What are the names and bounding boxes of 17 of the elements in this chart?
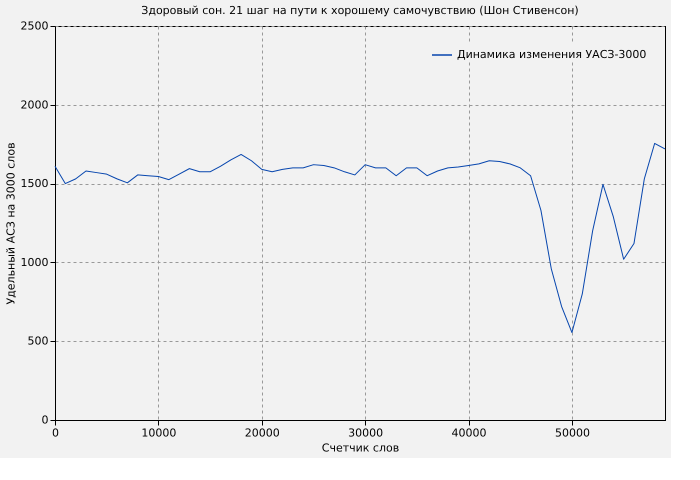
y-tick-label: 1500 <box>20 177 48 190</box>
line-series <box>54 142 666 334</box>
legend-label: Динамика изменения УАСЗ-3000 <box>457 48 646 61</box>
y-tick-label: 0 <box>42 414 48 426</box>
x-tick-label: 40000 <box>452 426 487 440</box>
y-tick-label: 1000 <box>20 256 48 269</box>
y-tick-label: 2000 <box>20 98 48 112</box>
x-tick-label: 0 <box>52 426 59 440</box>
y-tick-label: 500 <box>28 334 48 348</box>
y-tick-label: 2500 <box>20 20 48 32</box>
x-tick-label: 50000 <box>554 426 590 440</box>
x-axis-title: Счетчик слов <box>322 442 400 454</box>
x-tick-label: 30000 <box>348 426 384 440</box>
y-axis-title: Удельный АСЗ на 3000 слов <box>4 142 18 305</box>
chart-title: Здоровый сон. 21 шаг на пути к хорошему самочувствию (Шон Стивенсон) <box>141 4 579 17</box>
x-tick-label: 20000 <box>244 426 280 440</box>
x-tick-label: 10000 <box>141 426 176 440</box>
